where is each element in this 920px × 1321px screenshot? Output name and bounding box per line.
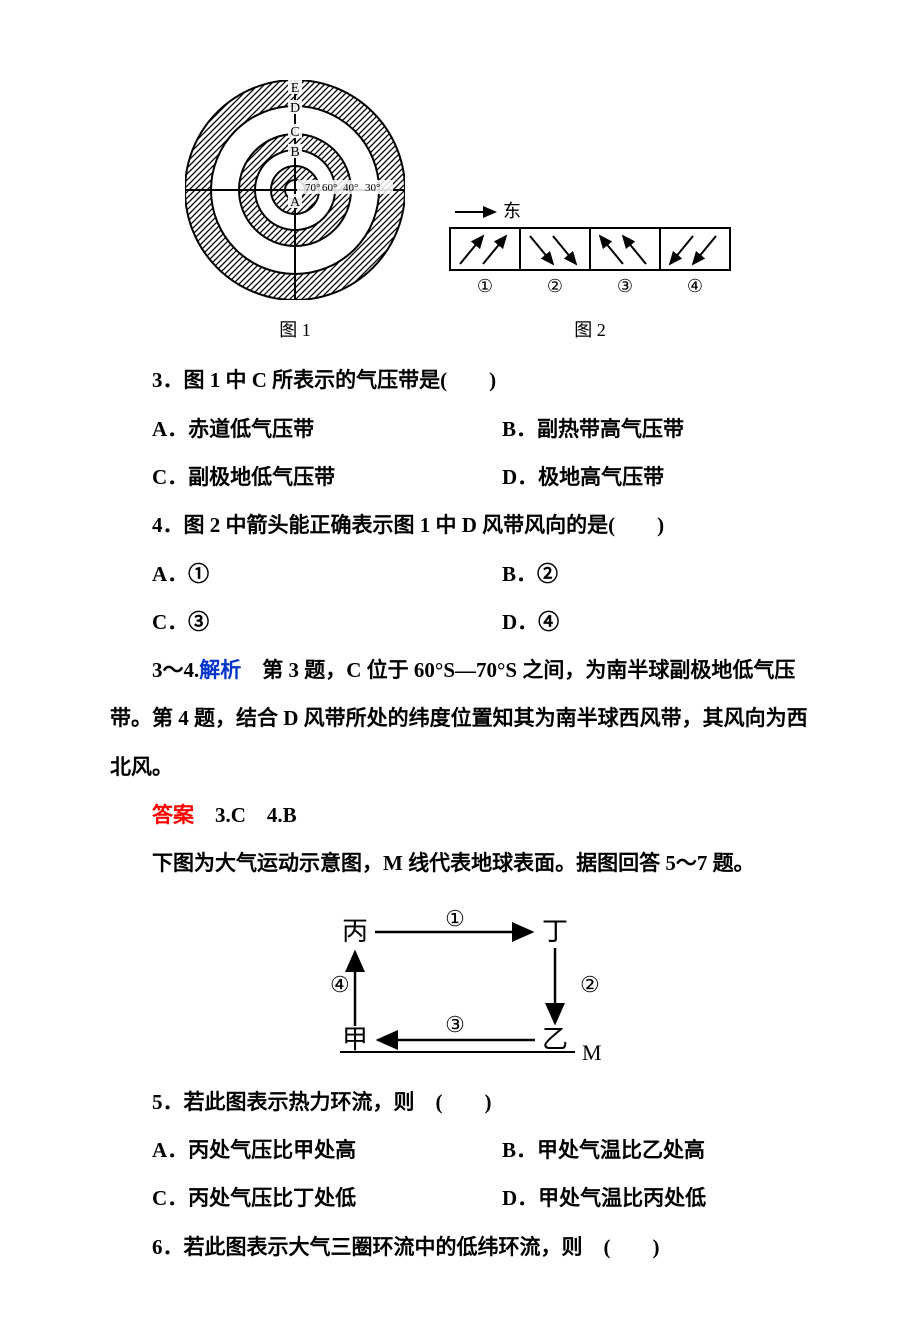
q6-text: 6．若此图表示大气三圈环流中的低纬环流，则 ( ) — [110, 1223, 810, 1271]
fig2-cell-2: ② — [547, 276, 563, 296]
d57-M: M — [582, 1040, 602, 1065]
fig1-deg-70: 70° — [305, 182, 320, 194]
fig2-cell-3: ③ — [617, 276, 633, 296]
q4-option-A: A．① — [110, 550, 460, 598]
figure-2-block: 东 ① ② ③ ④ 图 2 — [445, 200, 735, 351]
analysis-34: 3～4.解析 第 3 题，C 位于 60°S—70°S 之间，为南半球副极地低气… — [110, 646, 810, 791]
fig2-cell-1: ① — [477, 276, 493, 296]
figure-row: E D C B A 70° 60° 40° 30° 图 1 东 — [110, 80, 810, 351]
figure-1-svg: E D C B A 70° 60° 40° 30° — [185, 80, 405, 300]
d57-num-4: ④ — [330, 972, 350, 997]
fig1-label-C: C — [290, 125, 299, 140]
q4-options-row1: A．① B．② — [110, 550, 810, 598]
diagram-57-svg: 丙 丁 甲 乙 ① ② ③ ④ M — [300, 908, 620, 1068]
fig1-deg-40: 40° — [343, 182, 358, 194]
d57-num-3: ③ — [445, 1012, 465, 1037]
d57-bing: 丙 — [342, 917, 368, 946]
intro-57: 下图为大气运动示意图，M 线代表地球表面。据图回答 5～7 题。 — [110, 839, 810, 887]
fig2-cell-4: ④ — [687, 276, 703, 296]
q4-options-row2: C．③ D．④ — [110, 598, 810, 646]
q5-option-C: C．丙处气压比丁处低 — [110, 1174, 460, 1222]
q5-option-A: A．丙处气压比甲处高 — [110, 1126, 460, 1174]
q3-option-B: B．副热带高气压带 — [460, 405, 810, 453]
fig1-label-E: E — [291, 81, 300, 96]
figure-1-block: E D C B A 70° 60° 40° 30° 图 1 — [185, 80, 405, 351]
figure-2-svg: 东 ① ② ③ ④ — [445, 200, 735, 300]
q3-options-row2: C．副极地低气压带 D．极地高气压带 — [110, 453, 810, 501]
diagram-57-block: 丙 丁 甲 乙 ① ② ③ ④ M — [110, 908, 810, 1068]
q5-option-B: B．甲处气温比乙处高 — [460, 1126, 810, 1174]
q5-text: 5．若此图表示热力环流，则 ( ) — [110, 1078, 810, 1126]
fig1-label-D: D — [290, 101, 300, 116]
figure-1-caption: 图 1 — [279, 310, 311, 351]
fig1-deg-30: 30° — [365, 182, 380, 194]
q5-options-row2: C．丙处气压比丁处低 D．甲处气温比丙处低 — [110, 1174, 810, 1222]
d57-num-1: ① — [445, 908, 465, 931]
q3-option-A: A．赤道低气压带 — [110, 405, 460, 453]
q3-text: 3．图 1 中 C 所表示的气压带是( ) — [110, 356, 810, 404]
q5-options-row1: A．丙处气压比甲处高 B．甲处气温比乙处高 — [110, 1126, 810, 1174]
d57-num-2: ② — [580, 972, 600, 997]
answer-word: 答案 — [152, 803, 194, 827]
answer-34-body: 3.C 4.B — [194, 803, 297, 827]
d57-ding: 丁 — [542, 917, 568, 946]
figure-2-caption: 图 2 — [574, 310, 606, 351]
d57-jia: 甲 — [342, 1025, 368, 1054]
fig1-label-B: B — [290, 145, 299, 160]
fig1-deg-60: 60° — [322, 182, 337, 194]
fig1-label-A: A — [290, 195, 301, 210]
analysis-word: 解析 — [199, 658, 241, 682]
q4-option-B: B．② — [460, 550, 810, 598]
q4-option-D: D．④ — [460, 598, 810, 646]
q4-text: 4．图 2 中箭头能正确表示图 1 中 D 风带风向的是( ) — [110, 501, 810, 549]
fig2-east-label: 东 — [503, 201, 521, 221]
q3-option-D: D．极地高气压带 — [460, 453, 810, 501]
q3-option-C: C．副极地低气压带 — [110, 453, 460, 501]
d57-yi: 乙 — [542, 1025, 568, 1054]
answer-34: 答案 3.C 4.B — [110, 791, 810, 839]
q4-option-C: C．③ — [110, 598, 460, 646]
q3-options-row1: A．赤道低气压带 B．副热带高气压带 — [110, 405, 810, 453]
analysis-34-num: 3～4. — [152, 658, 199, 682]
q5-option-D: D．甲处气温比丙处低 — [460, 1174, 810, 1222]
